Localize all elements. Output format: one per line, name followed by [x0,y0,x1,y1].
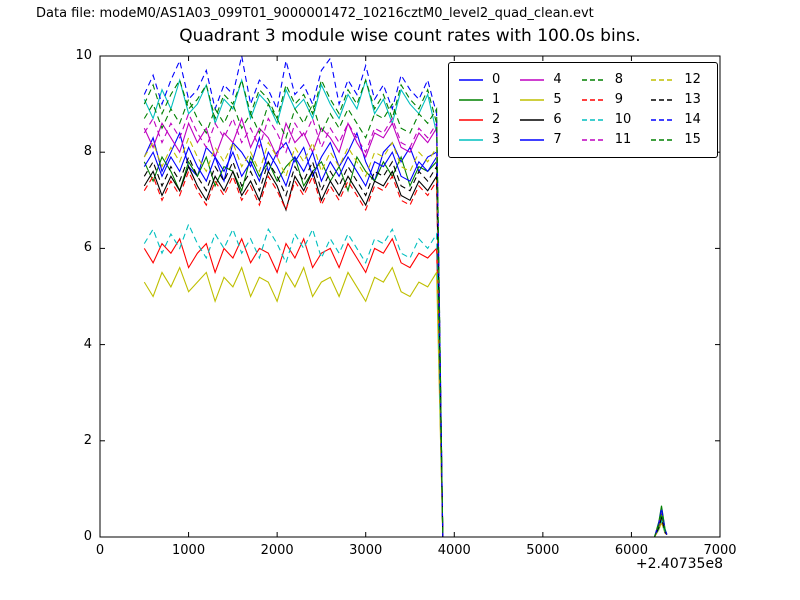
series-line-15 [143,97,668,537]
legend-line-sample [581,99,606,101]
legend-line-sample [459,79,483,81]
legend-line-sample [520,79,545,81]
legend-label: 0 [492,72,501,87]
legend-label: 14 [684,112,701,127]
series-line-5 [143,266,668,537]
legend-item-14: 14 [650,110,708,130]
x-tick-label: 0 [95,543,105,558]
legend-item-4: 4 [519,70,568,90]
legend-label: 12 [684,72,701,87]
series-lines [143,56,668,537]
legend-line-sample [651,119,676,121]
legend-label: 1 [492,92,501,107]
legend-item-12: 12 [650,70,708,90]
legend-label: 6 [553,112,562,127]
legend-line-sample [520,119,545,121]
data-file-label: Data file: modeM0/AS1A03_099T01_90000014… [36,6,594,21]
legend-line-sample [651,79,676,81]
legend-line-sample [651,139,676,141]
series-line-8 [143,78,668,537]
x-axis-offset-label: +2.40735e8 [635,556,723,572]
legend-line-sample [581,139,606,141]
legend-label: 4 [553,72,562,87]
series-line-2 [143,237,668,537]
series-line-11 [143,112,668,537]
legend-label: 11 [614,132,632,147]
y-tick-label: 4 [83,336,92,352]
x-tick-label: 4000 [437,543,471,558]
legend-label: 10 [614,112,632,127]
legend-label: 13 [684,92,701,107]
legend-label: 2 [492,112,501,127]
legend-line-sample [581,79,606,81]
legend-item-5: 5 [519,90,568,110]
legend-line-sample [459,99,483,101]
series-line-4 [143,116,668,537]
x-tick-label: 7000 [703,543,737,558]
series-line-10 [143,222,668,537]
legend-line-sample [520,99,545,101]
legend-label: 7 [553,132,562,147]
legend-label: 3 [492,132,501,147]
legend-item-7: 7 [519,130,568,150]
chart-title: Quadrant 3 module wise count rates with … [179,26,641,46]
series-line-14 [143,56,668,537]
legend-line-sample [459,139,483,141]
x-tick-label: 6000 [614,543,648,558]
legend-line-sample [520,139,545,141]
x-tick-label: 2000 [260,543,294,558]
y-tick-label: 0 [83,529,92,544]
legend-item-0: 0 [458,70,507,90]
legend-line-sample [459,119,483,121]
y-tick-label: 10 [75,48,92,63]
series-line-3 [143,77,668,537]
y-tick-label: 8 [83,144,92,160]
y-tick-label: 2 [83,432,92,448]
x-tick-label: 3000 [349,543,383,558]
legend-item-8: 8 [581,70,639,90]
legend-item-1: 1 [458,90,507,110]
legend-label: 15 [684,132,701,147]
x-tick-label: 5000 [526,543,560,558]
legend-item-3: 3 [458,130,507,150]
y-tick-label: 6 [83,240,92,256]
series-line-13 [143,155,668,537]
legend-label: 9 [614,92,623,107]
series-line-1 [143,155,668,537]
series-line-6 [143,165,668,537]
legend-item-11: 11 [581,130,639,150]
series-line-12 [143,136,668,537]
axes-frame [99,55,721,538]
x-tick-label: 1000 [172,543,206,558]
legend: 0 1 2 3 4 5 6 7 8 9 10 11 12 13 14 15 [448,62,718,158]
legend-item-10: 10 [581,110,639,130]
legend-item-6: 6 [519,110,568,130]
legend-line-sample [581,119,606,121]
legend-item-9: 9 [581,90,639,110]
legend-label: 5 [553,92,562,107]
legend-label: 8 [614,72,623,87]
series-line-9 [143,169,668,537]
legend-item-2: 2 [458,110,507,130]
legend-item-15: 15 [650,130,708,150]
series-line-7 [143,145,668,537]
legend-line-sample [651,99,676,101]
legend-item-13: 13 [650,90,708,110]
